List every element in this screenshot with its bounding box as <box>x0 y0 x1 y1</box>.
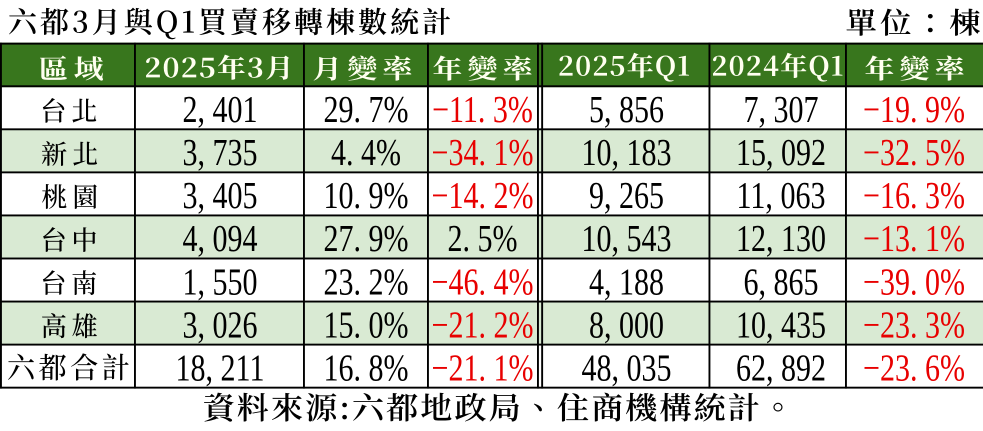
svg-text:2, 401: 2, 401 <box>182 89 257 131</box>
svg-text:9, 265: 9, 265 <box>589 175 664 217</box>
svg-text:10, 183: 10, 183 <box>581 132 671 174</box>
svg-text:16. 8%: 16. 8% <box>323 347 408 389</box>
svg-text:11, 063: 11, 063 <box>737 175 826 217</box>
svg-text:48, 035: 48, 035 <box>581 347 671 389</box>
svg-text:3, 405: 3, 405 <box>182 175 257 217</box>
svg-text:23. 2%: 23. 2% <box>323 261 408 303</box>
svg-text:4. 4%: 4. 4% <box>331 132 401 174</box>
svg-text:8, 000: 8, 000 <box>589 304 664 346</box>
svg-text:−23. 6%: −23. 6% <box>863 347 965 389</box>
svg-text:−21. 2%: −21. 2% <box>432 304 534 346</box>
svg-text:10. 9%: 10. 9% <box>323 175 408 217</box>
svg-text:7, 307: 7, 307 <box>743 89 818 131</box>
svg-text:−23. 3%: −23. 3% <box>863 304 965 346</box>
svg-text:12, 130: 12, 130 <box>736 218 826 260</box>
svg-text:−19. 9%: −19. 9% <box>863 89 965 131</box>
svg-text:−14. 2%: −14. 2% <box>432 175 534 217</box>
svg-text:−46. 4%: −46. 4% <box>432 261 534 303</box>
svg-text:4, 188: 4, 188 <box>589 261 664 303</box>
svg-text:10, 435: 10, 435 <box>736 304 826 346</box>
svg-text:4, 094: 4, 094 <box>182 218 257 260</box>
svg-text:3, 026: 3, 026 <box>182 304 257 346</box>
svg-text:27. 9%: 27. 9% <box>323 218 408 260</box>
svg-text:6, 865: 6, 865 <box>743 261 818 303</box>
svg-text:10, 543: 10, 543 <box>581 218 671 260</box>
svg-text:5, 856: 5, 856 <box>589 89 664 131</box>
svg-text:62, 892: 62, 892 <box>736 347 826 389</box>
svg-text:2. 5%: 2. 5% <box>447 218 517 260</box>
svg-text:15, 092: 15, 092 <box>736 132 826 174</box>
svg-text:−32. 5%: −32. 5% <box>863 132 965 174</box>
svg-text:−13. 1%: −13. 1% <box>863 218 965 260</box>
svg-text:−21. 1%: −21. 1% <box>432 347 534 389</box>
svg-text:3, 735: 3, 735 <box>182 132 257 174</box>
svg-text:−16. 3%: −16. 3% <box>863 175 965 217</box>
svg-text:−34. 1%: −34. 1% <box>432 132 534 174</box>
svg-text:15. 0%: 15. 0% <box>323 304 408 346</box>
svg-text:18, 211: 18, 211 <box>176 347 265 389</box>
svg-text:−11. 3%: −11. 3% <box>432 89 533 131</box>
svg-text:−39. 0%: −39. 0% <box>863 261 965 303</box>
svg-text:29. 7%: 29. 7% <box>323 89 408 131</box>
svg-text:1, 550: 1, 550 <box>182 261 257 303</box>
